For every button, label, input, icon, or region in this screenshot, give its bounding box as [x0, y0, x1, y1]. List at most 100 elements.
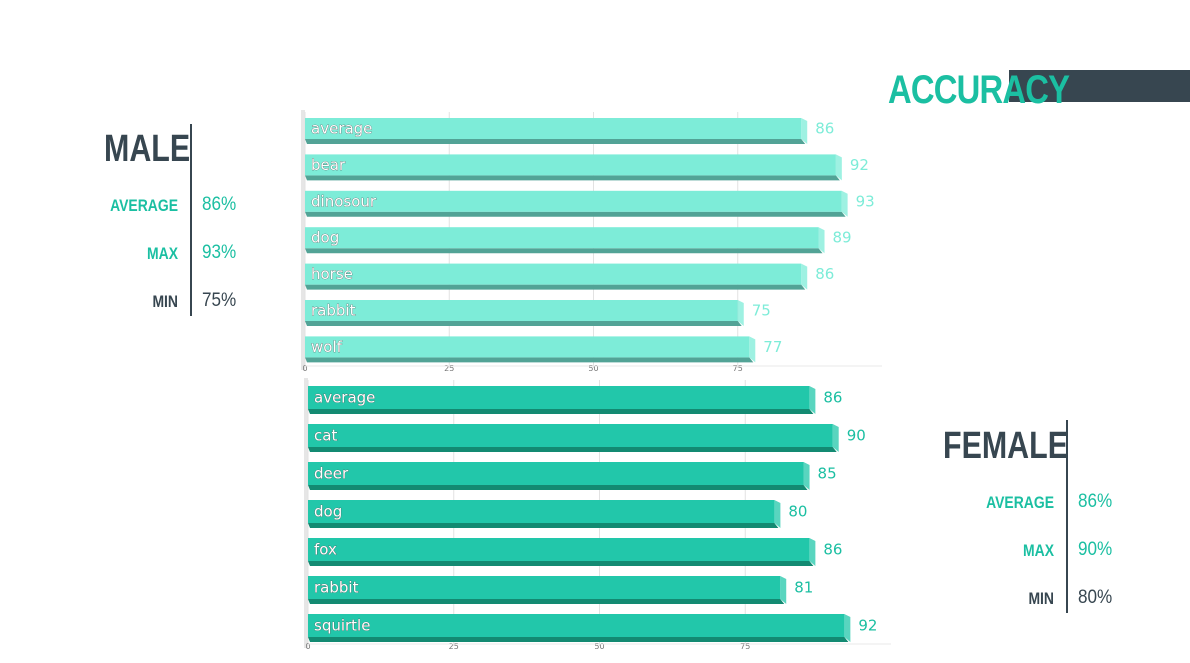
- female-average-label: AVERAGE: [986, 493, 1054, 512]
- male-bar: [305, 118, 802, 139]
- female-axis-spine: [304, 378, 308, 648]
- female-bar: [308, 424, 833, 447]
- male-bar-group: rabbit 75: [305, 300, 771, 326]
- title-accent-bar: [1009, 70, 1190, 102]
- male-category-label: rabbit: [311, 302, 356, 320]
- male-category-label: average: [311, 120, 372, 138]
- female-bar: [308, 614, 845, 637]
- male-bar-bottom-face: [305, 248, 823, 254]
- female-bar-group: squirtle 92: [308, 614, 877, 642]
- male-average-value: 86%: [202, 194, 237, 215]
- female-tick-label: 50: [594, 642, 604, 651]
- female-value-label: 86: [823, 389, 842, 407]
- female-average-value: 86%: [1078, 491, 1113, 512]
- female-category-label: squirtle: [314, 617, 370, 635]
- male-bar: [305, 336, 750, 358]
- male-bar-group: dinosour 93: [305, 190, 875, 217]
- female-bar-side-face: [803, 462, 810, 490]
- male-value-label: 86: [815, 265, 834, 283]
- male-category-label: dog: [311, 229, 339, 247]
- male-bar-side-face: [749, 336, 756, 363]
- male-category-label: horse: [311, 265, 353, 283]
- female-bar-side-face: [809, 538, 816, 566]
- male-bar-side-face: [841, 190, 848, 217]
- male-tick-label: 50: [588, 364, 598, 373]
- male-bar-side-face: [835, 154, 842, 181]
- male-bar-side-face: [737, 300, 744, 326]
- female-bar: [308, 538, 810, 561]
- male-min-label: MIN: [152, 292, 178, 311]
- male-category-label: dinosour: [311, 192, 377, 210]
- male-bar-bottom-face: [305, 211, 846, 217]
- female-bar-bottom-face: [308, 523, 779, 528]
- female-category-label: deer: [314, 465, 349, 483]
- female-bar-bottom-face: [308, 561, 814, 566]
- male-divider: [190, 124, 192, 316]
- male-bar-bottom-face: [305, 357, 754, 363]
- male-average-label: AVERAGE: [110, 196, 178, 215]
- male-value-label: 86: [815, 120, 834, 138]
- female-bar-group: cat 90: [308, 424, 866, 452]
- male-tick-label: 75: [733, 364, 743, 373]
- female-bar-bottom-face: [308, 599, 785, 604]
- male-bar: [305, 263, 802, 285]
- male-bar-group: wolf 77: [305, 336, 782, 363]
- male-tick-label: 25: [444, 364, 454, 373]
- female-bar-side-face: [844, 614, 851, 642]
- female-value-label: 92: [858, 617, 877, 635]
- male-category-label: wolf: [311, 338, 343, 356]
- female-bar: [308, 386, 810, 409]
- male-value-label: 75: [752, 302, 771, 320]
- male-bar-group: bear 92: [305, 154, 869, 181]
- female-category-label: fox: [314, 541, 337, 559]
- male-category-label: bear: [311, 156, 346, 174]
- female-category-label: average: [314, 389, 375, 407]
- female-category-label: dog: [314, 503, 342, 521]
- female-category-label: rabbit: [314, 579, 359, 597]
- male-bar: [305, 154, 836, 176]
- female-value-label: 86: [823, 541, 842, 559]
- female-bar-group: rabbit 81: [308, 576, 813, 604]
- female-heading: FEMALE: [943, 425, 1068, 467]
- male-bar-side-face: [801, 263, 808, 290]
- female-bar-bottom-face: [308, 485, 808, 490]
- female-value-label: 81: [794, 579, 813, 597]
- female-bar-bottom-face: [308, 637, 849, 642]
- male-tick-label: 0: [302, 364, 307, 373]
- female-bar: [308, 500, 775, 523]
- female-bar-bottom-face: [308, 447, 837, 452]
- female-tick-label: 25: [449, 642, 459, 651]
- female-min-value: 80%: [1078, 587, 1113, 608]
- male-bar-bottom-face: [305, 284, 806, 290]
- female-bar: [308, 576, 781, 599]
- male-value-label: 89: [833, 229, 852, 247]
- male-max-value: 93%: [202, 242, 237, 263]
- female-bar-group: deer 85: [308, 462, 837, 490]
- male-bar-chart: 0 25 50 75 average 86 bear 92 dinosour 93 dog 89 hor…: [301, 110, 882, 373]
- female-divider: [1066, 420, 1068, 613]
- male-bar: [305, 227, 819, 249]
- page-title: ACCURACY: [888, 68, 1070, 112]
- male-bar: [305, 300, 738, 321]
- male-heading: MALE: [104, 128, 191, 170]
- female-tick-label: 75: [740, 642, 750, 651]
- female-bar-group: dog 80: [308, 500, 807, 528]
- male-max-label: MAX: [147, 244, 178, 263]
- female-bar-chart: 0 25 50 75 average 86 cat 90 deer 85 dog 80 fox 86 rab…: [304, 378, 891, 651]
- male-axis-spine: [301, 110, 305, 370]
- male-bar-group: horse 86: [305, 263, 834, 290]
- female-bar-group: fox 86: [308, 538, 842, 566]
- female-bar-side-face: [809, 386, 816, 414]
- male-value-label: 77: [763, 338, 782, 356]
- female-bar-side-face: [780, 576, 787, 604]
- male-bar-side-face: [818, 227, 825, 254]
- female-bar: [308, 462, 804, 485]
- female-tick-label: 0: [305, 642, 310, 651]
- male-bar-group: dog 89: [305, 227, 852, 254]
- female-bar-side-face: [774, 500, 781, 528]
- female-category-label: cat: [314, 427, 337, 445]
- male-min-value: 75%: [202, 290, 237, 311]
- male-bar-group: average 86: [305, 118, 834, 144]
- female-value-label: 80: [788, 503, 807, 521]
